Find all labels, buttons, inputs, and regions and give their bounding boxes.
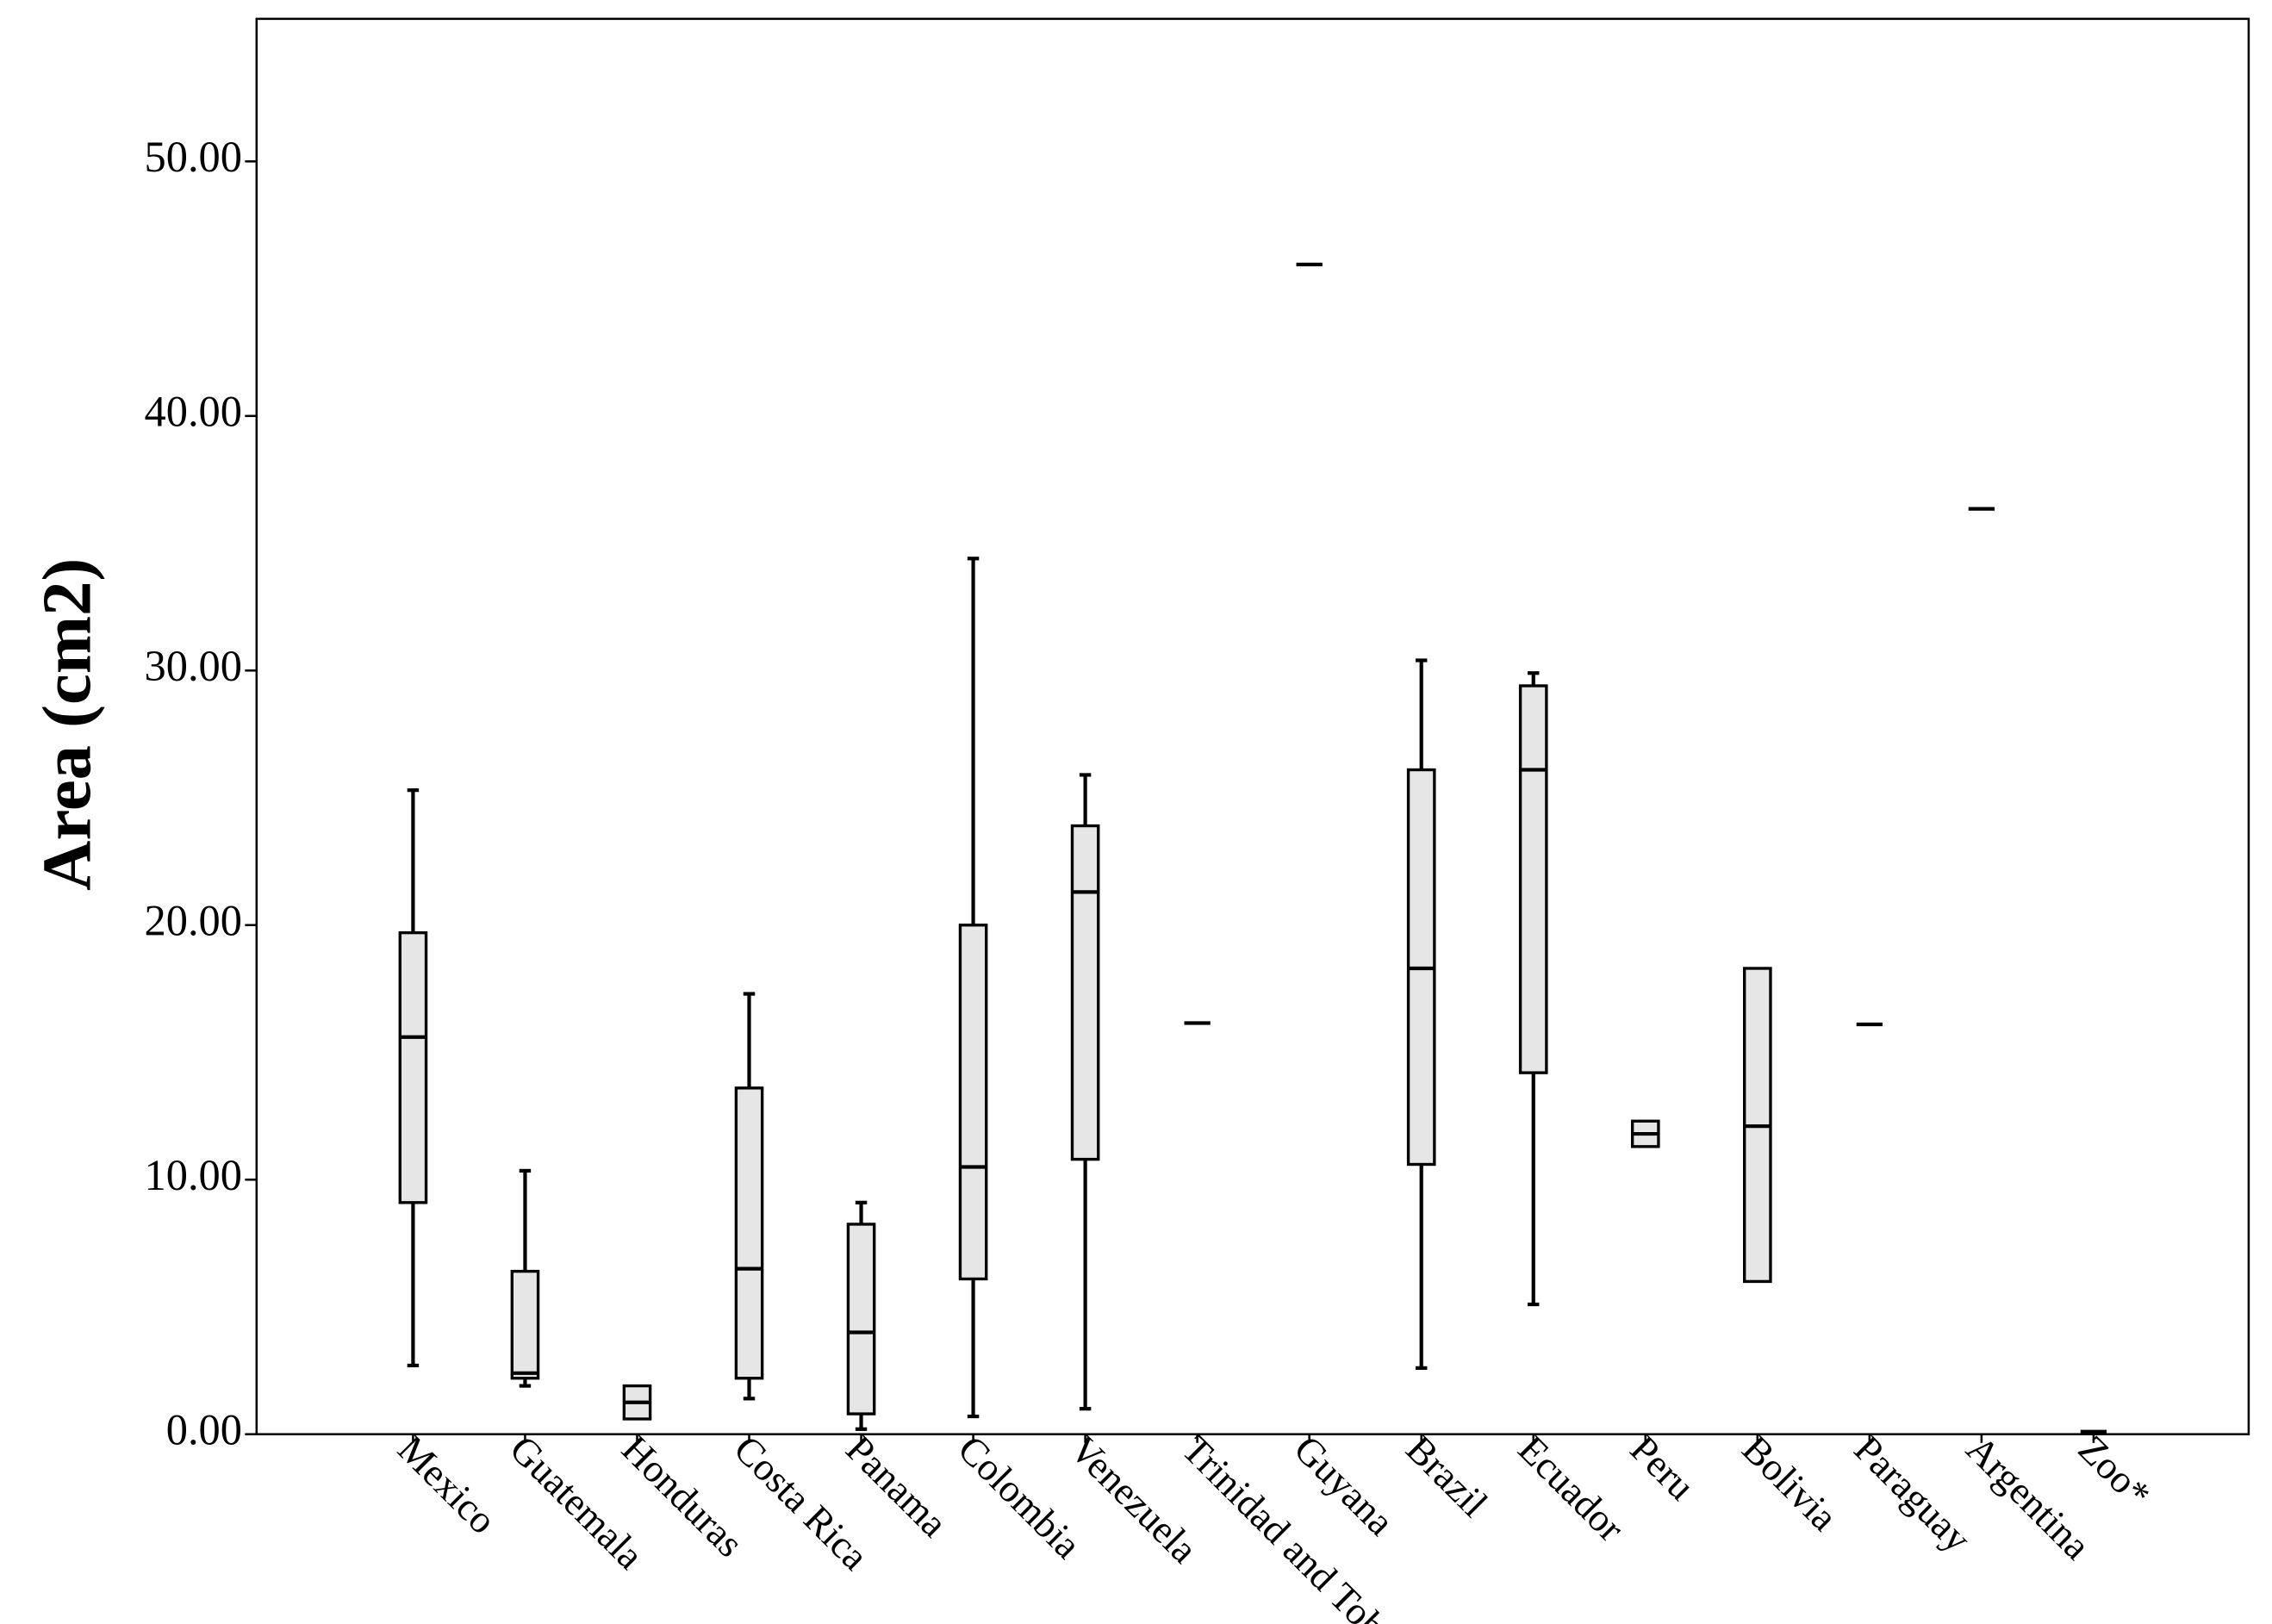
x-tick-label: Brazil	[1397, 1428, 1496, 1526]
y-tick-label: 50.00	[145, 133, 242, 181]
x-tick-label: Peru	[1622, 1428, 1703, 1509]
y-tick-label: 20.00	[145, 896, 242, 944]
box	[846, 1223, 876, 1416]
box	[958, 924, 988, 1281]
x-tick-label: Zoo*	[2070, 1428, 2159, 1516]
box	[1518, 684, 1548, 1074]
x-tick-label: Colombia	[949, 1428, 1089, 1567]
box	[510, 1269, 540, 1380]
box	[1070, 824, 1100, 1161]
box	[734, 1086, 764, 1380]
y-tick-label: 10.00	[145, 1151, 242, 1199]
y-tick-label: 30.00	[145, 642, 242, 690]
y-tick-label: 40.00	[145, 387, 242, 435]
x-tick-label: Ecuador	[1509, 1428, 1632, 1550]
y-tick-label: 0.00	[166, 1405, 242, 1453]
x-tick-label: Paraguay	[1846, 1428, 1980, 1561]
x-tick-label: Argentina	[1958, 1428, 2099, 1568]
box	[398, 930, 428, 1204]
x-tick-label: Bolivia	[1734, 1428, 1846, 1540]
x-tick-label: Mexico	[389, 1428, 504, 1542]
plot-frame	[255, 17, 2250, 1435]
y-axis-label: Area (cm2)	[28, 558, 105, 891]
